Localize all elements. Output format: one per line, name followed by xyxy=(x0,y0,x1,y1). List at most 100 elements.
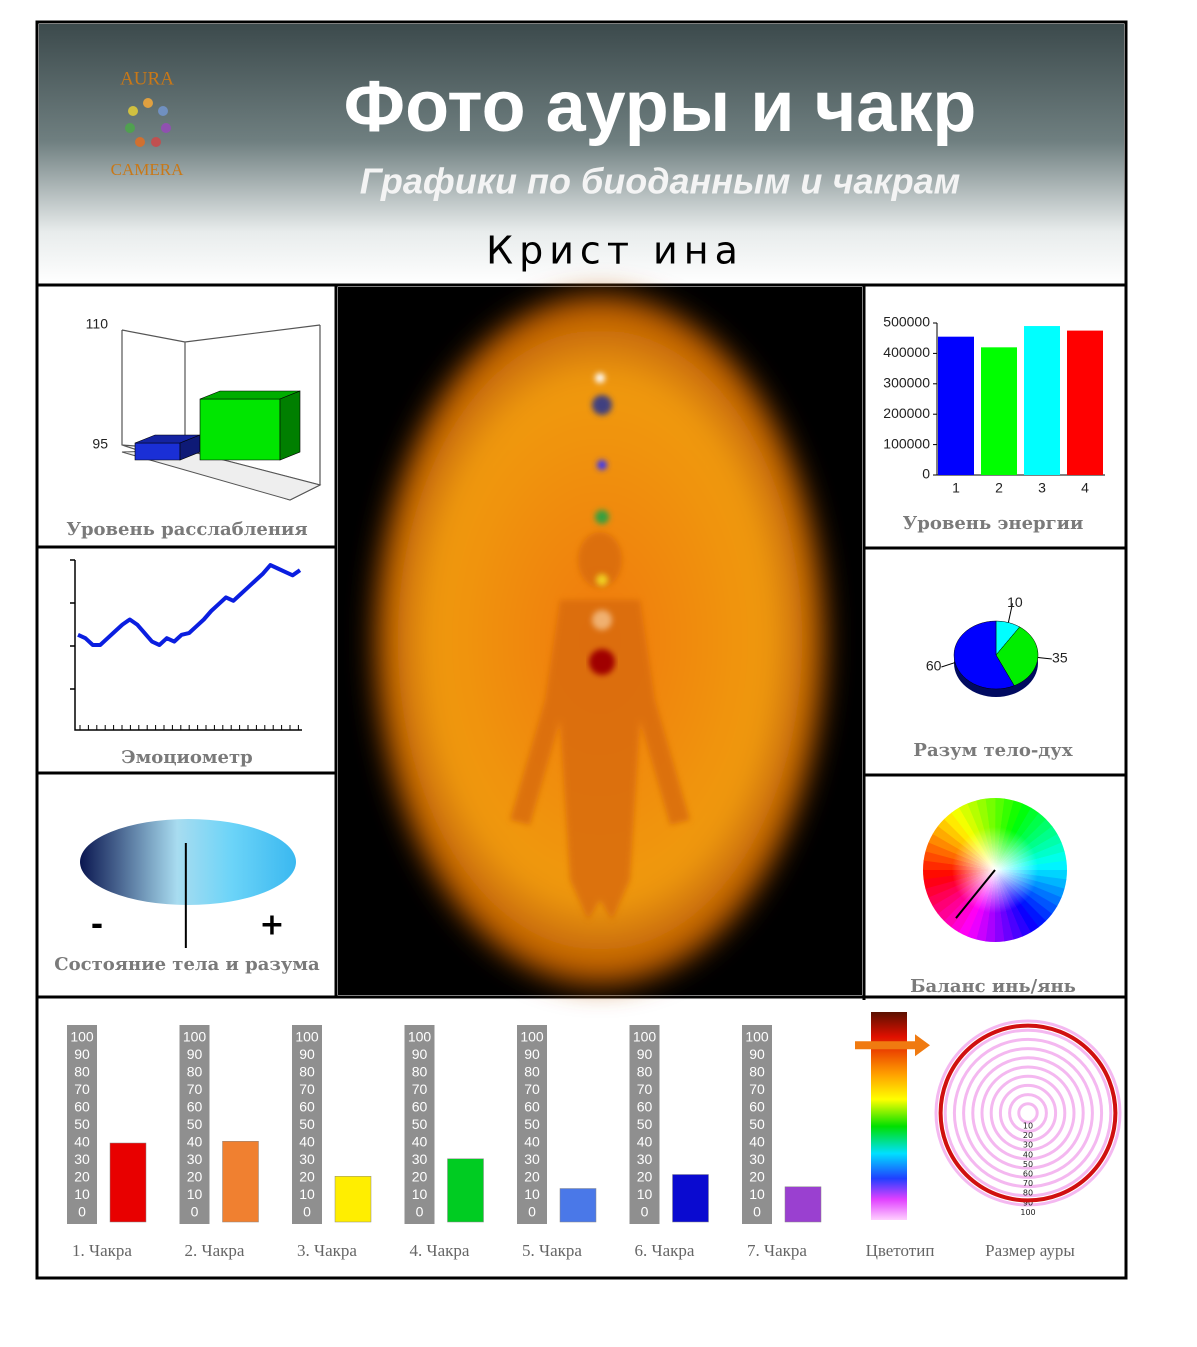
scale-bg xyxy=(179,1025,210,1224)
y-tick-label: 0 xyxy=(528,1204,536,1220)
y-tick-label: 70 xyxy=(749,1081,765,1097)
scale-bg xyxy=(67,1025,97,1224)
ring-label: 90 xyxy=(1023,1198,1033,1207)
y-tick-label: 20 xyxy=(187,1169,203,1185)
y-tick-label: 10 xyxy=(637,1186,653,1202)
y-tick-label: 0 xyxy=(191,1204,199,1220)
y-tick-label: 10 xyxy=(412,1186,428,1202)
y-tick-label: 40 xyxy=(412,1134,428,1150)
y-tick-label: 70 xyxy=(74,1081,90,1097)
chakra-label: 4. Чакра xyxy=(410,1241,470,1260)
y-tick-label: 0 xyxy=(753,1204,761,1220)
panel-title: Уровень расслабления xyxy=(66,519,307,540)
bar xyxy=(938,336,974,475)
emotiometer-axes xyxy=(70,559,302,731)
y-tick-label: 80 xyxy=(187,1064,203,1080)
ring xyxy=(943,1028,1113,1198)
bar-3d xyxy=(134,434,201,461)
panel-title: Разум тело-дух xyxy=(913,740,1072,761)
y-tick-label: 70 xyxy=(524,1081,540,1097)
y-tick-label: 20 xyxy=(412,1169,428,1185)
bar-face xyxy=(279,390,301,461)
ring xyxy=(1008,1093,1048,1133)
panel-title: Эмоциометр xyxy=(121,747,252,768)
scale-bg xyxy=(292,1025,322,1224)
y-tick-label: 20 xyxy=(74,1169,90,1185)
ring xyxy=(934,1019,1122,1207)
y-tick-label: 90 xyxy=(749,1046,765,1062)
y-tick-label: 40 xyxy=(524,1134,540,1150)
y-tick-label: 80 xyxy=(524,1064,540,1080)
subtitle: Графики по биоданным и чакрам xyxy=(360,161,961,202)
ring xyxy=(1017,1102,1039,1124)
y-tick-label: 90 xyxy=(187,1046,203,1062)
y-tick-label: 80 xyxy=(637,1064,653,1080)
y-tick-label: 60 xyxy=(299,1099,315,1115)
ring xyxy=(980,1065,1076,1161)
y-tick-label: 20 xyxy=(524,1169,540,1185)
logo-bottom: CAMERA xyxy=(111,160,184,179)
x-tick-label: 4 xyxy=(1081,480,1089,496)
y-tick-label: 30 xyxy=(187,1151,203,1167)
pointer xyxy=(855,1034,930,1057)
y-tick-label: 95 xyxy=(92,436,108,452)
y-tick-label: 50 xyxy=(74,1116,90,1132)
colortype-label: Цветотип xyxy=(866,1241,935,1260)
y-tick-label: 10 xyxy=(299,1186,315,1202)
bar xyxy=(1067,330,1103,475)
y-tick-label: 60 xyxy=(412,1099,428,1115)
ring-label: 40 xyxy=(1023,1150,1033,1159)
y-tick-label: 50 xyxy=(749,1116,765,1132)
bar-face xyxy=(134,442,181,461)
ring xyxy=(989,1074,1067,1152)
ring-label: 30 xyxy=(1023,1141,1033,1150)
y-tick-label: 500000 xyxy=(883,314,930,330)
panel-title: Уровень энергии xyxy=(903,513,1084,534)
y-tick-label: 40 xyxy=(74,1134,90,1150)
chakra-bar xyxy=(559,1188,597,1223)
y-tick-label: 30 xyxy=(524,1151,540,1167)
pie-slice xyxy=(995,626,1039,686)
min-label: - xyxy=(91,908,103,943)
aura-ring xyxy=(938,1023,1118,1203)
y-tick-label: 60 xyxy=(524,1099,540,1115)
y-tick-label: 80 xyxy=(299,1064,315,1080)
y-tick-label: 60 xyxy=(637,1099,653,1115)
leader xyxy=(1037,657,1052,660)
slice-label: 60 xyxy=(926,658,942,674)
max-label: + xyxy=(259,908,284,943)
y-tick-label: 50 xyxy=(299,1116,315,1132)
y-tick-label: 90 xyxy=(74,1046,90,1062)
y-tick-label: 90 xyxy=(412,1046,428,1062)
y-tick-label: 30 xyxy=(299,1151,315,1167)
y-tick-label: 70 xyxy=(412,1081,428,1097)
chakra-label: 2. Чакра xyxy=(185,1241,245,1260)
x-tick-label: 2 xyxy=(995,480,1003,496)
y-tick-label: 30 xyxy=(412,1151,428,1167)
header-bg xyxy=(39,24,1124,284)
ring xyxy=(952,1037,1104,1189)
y-tick-label: 90 xyxy=(637,1046,653,1062)
slice-label: 10 xyxy=(1007,594,1023,610)
chakra-bar xyxy=(109,1142,147,1223)
chakra-bar xyxy=(672,1174,709,1223)
y-tick-label: 40 xyxy=(187,1134,203,1150)
y-tick-label: 0 xyxy=(416,1204,424,1220)
ring-label: 60 xyxy=(1023,1170,1033,1179)
y-tick-label: 80 xyxy=(749,1064,765,1080)
y-tick-label: 30 xyxy=(637,1151,653,1167)
y-tick-label: 200000 xyxy=(883,405,930,421)
y-tick-label: 10 xyxy=(187,1186,203,1202)
aura-photo xyxy=(338,287,862,995)
bar-3d xyxy=(199,390,301,461)
line xyxy=(77,563,302,647)
chakra-label: 6. Чакра xyxy=(635,1241,695,1260)
y-tick-label: 100 xyxy=(633,1029,657,1045)
y-tick-label: 400000 xyxy=(883,344,930,360)
chakra-bar xyxy=(334,1176,372,1223)
y-tick-label: 60 xyxy=(749,1099,765,1115)
y-tick-label: 100000 xyxy=(883,435,930,451)
gauge-ellipse xyxy=(80,819,296,905)
y-tick-label: 70 xyxy=(637,1081,653,1097)
